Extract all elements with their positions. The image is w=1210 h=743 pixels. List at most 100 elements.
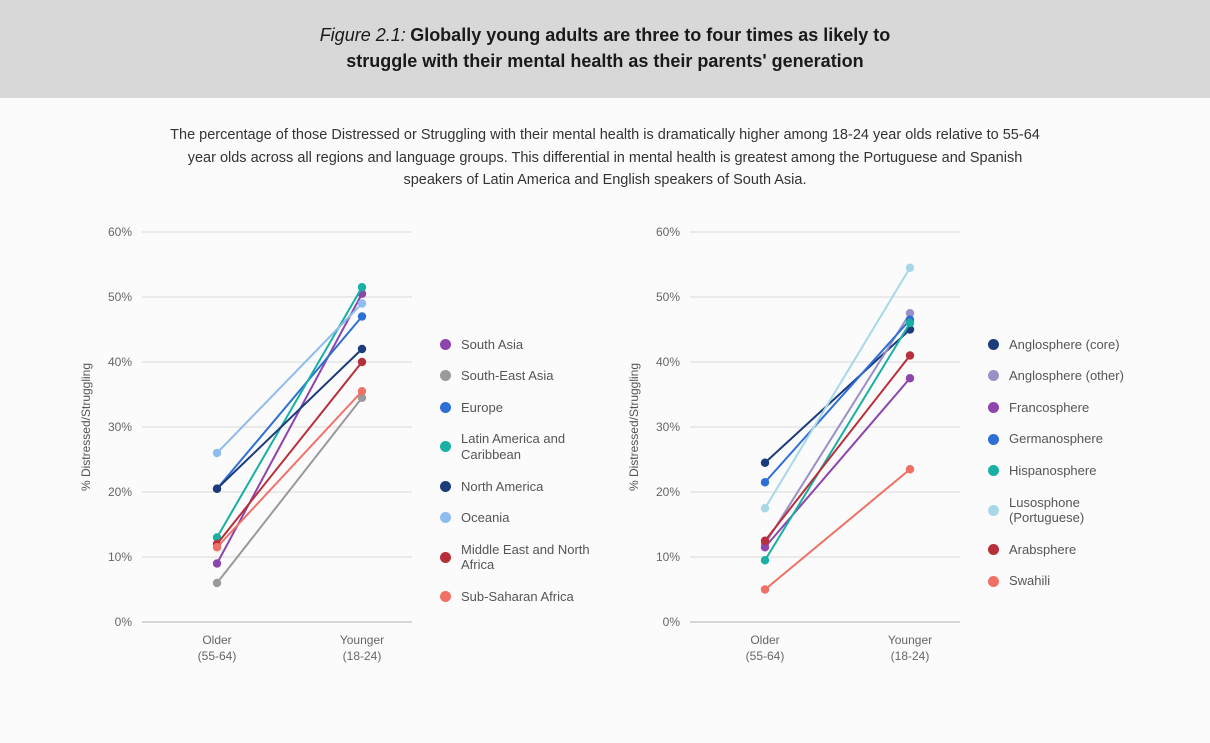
svg-text:(18-24): (18-24): [891, 649, 930, 663]
series-dot: [761, 458, 769, 466]
svg-text:Younger: Younger: [340, 633, 384, 647]
series-dot: [906, 465, 914, 473]
right-chart-block: 0%10%20%30%40%50%60%% Distressed/Struggl…: [610, 202, 1148, 682]
svg-text:10%: 10%: [656, 550, 680, 564]
series-dot: [906, 318, 914, 326]
svg-text:Older: Older: [750, 633, 779, 647]
series-dot: [358, 312, 366, 320]
svg-text:40%: 40%: [656, 355, 680, 369]
svg-text:50%: 50%: [656, 290, 680, 304]
legend-label: Latin America and Caribbean: [461, 431, 600, 462]
series-dot: [761, 556, 769, 564]
svg-text:50%: 50%: [108, 290, 132, 304]
svg-text:40%: 40%: [108, 355, 132, 369]
figure-title-line2: struggle with their mental health as the…: [346, 51, 863, 71]
legend-label: North America: [461, 479, 543, 495]
series-dot: [213, 559, 221, 567]
svg-text:(55-64): (55-64): [198, 649, 237, 663]
series-dot: [213, 578, 221, 586]
legend-dot-icon: [440, 512, 451, 523]
legend-label: Francosphere: [1009, 400, 1089, 416]
series-dot: [761, 536, 769, 544]
series-line: [217, 316, 362, 488]
legend-label: Lusosphone (Portuguese): [1009, 495, 1148, 526]
right-legend: Anglosphere (core) Anglosphere (other) Fra…: [980, 202, 1148, 589]
figure-title-line1: Globally young adults are three to four …: [410, 25, 890, 45]
series-dot: [358, 344, 366, 352]
legend-dot-icon: [988, 370, 999, 381]
legend-item: South Asia: [440, 337, 600, 353]
legend-label: Oceania: [461, 510, 509, 526]
svg-text:(55-64): (55-64): [746, 649, 785, 663]
figure-label: Figure 2.1:: [320, 25, 406, 45]
svg-text:Younger: Younger: [888, 633, 932, 647]
legend-dot-icon: [988, 402, 999, 413]
series-dot: [761, 585, 769, 593]
legend-label: Europe: [461, 400, 503, 416]
legend-label: Middle East and North Africa: [461, 542, 600, 573]
series-dot: [358, 283, 366, 291]
legend-item: Arabsphere: [988, 542, 1148, 558]
svg-text:20%: 20%: [656, 485, 680, 499]
series-dot: [358, 387, 366, 395]
legend-dot-icon: [440, 552, 451, 563]
legend-item: Sub-Saharan Africa: [440, 589, 600, 605]
svg-text:30%: 30%: [108, 420, 132, 434]
svg-text:10%: 10%: [108, 550, 132, 564]
series-dot: [358, 357, 366, 365]
series-dot: [761, 504, 769, 512]
legend-item: Swahili: [988, 573, 1148, 589]
svg-text:(18-24): (18-24): [343, 649, 382, 663]
legend-label: South Asia: [461, 337, 523, 353]
figure-subtitle: The percentage of those Distressed or St…: [170, 124, 1040, 191]
legend-item: Europe: [440, 400, 600, 416]
legend-item: Lusosphone (Portuguese): [988, 495, 1148, 526]
figure-container: Figure 2.1: Globally young adults are th…: [0, 0, 1210, 743]
charts-row: 0% 10% 20% 30% 40% 50% 60% % Distressed/Struggl…: [0, 202, 1210, 682]
svg-text:% Distressed/Struggling: % Distressed/Struggling: [79, 363, 93, 491]
legend-label: Anglosphere (core): [1009, 337, 1120, 353]
series-dot: [906, 374, 914, 382]
series-dot: [761, 478, 769, 486]
series-dot: [213, 484, 221, 492]
legend-label: Hispanosphere: [1009, 463, 1096, 479]
legend-item: Germanosphere: [988, 431, 1148, 447]
legend-label: Swahili: [1009, 573, 1050, 589]
legend-item: Anglosphere (core): [988, 337, 1148, 353]
svg-text:20%: 20%: [108, 485, 132, 499]
series-line: [765, 378, 910, 547]
svg-text:0%: 0%: [663, 615, 681, 629]
series-line: [217, 362, 362, 544]
series-line: [217, 391, 362, 547]
right-chart: 0%10%20%30%40%50%60%% Distressed/Struggl…: [610, 202, 980, 682]
legend-item: Middle East and North Africa: [440, 542, 600, 573]
legend-item: Hispanosphere: [988, 463, 1148, 479]
series-dot: [213, 448, 221, 456]
legend-item: North America: [440, 479, 600, 495]
legend-label: South-East Asia: [461, 368, 554, 384]
legend-dot-icon: [988, 434, 999, 445]
legend-dot-icon: [988, 465, 999, 476]
title-bar: Figure 2.1: Globally young adults are th…: [0, 0, 1210, 98]
left-legend: South Asia South-East Asia Europe Latin Ame…: [432, 202, 600, 605]
left-chart-block: 0%10%20%30%40%50%60%% Distressed/Struggl…: [62, 202, 600, 682]
legend-dot-icon: [440, 370, 451, 381]
svg-text:Older: Older: [202, 633, 231, 647]
legend-item: Francosphere: [988, 400, 1148, 416]
legend-dot-icon: [440, 481, 451, 492]
series-line: [765, 355, 910, 540]
legend-dot-icon: [440, 441, 451, 452]
legend-item: Latin America and Caribbean: [440, 431, 600, 462]
legend-dot-icon: [440, 591, 451, 602]
svg-text:% Distressed/Struggling: % Distressed/Struggling: [627, 363, 641, 491]
legend-label: Arabsphere: [1009, 542, 1076, 558]
series-line: [765, 469, 910, 589]
svg-text:30%: 30%: [656, 420, 680, 434]
legend-dot-icon: [988, 505, 999, 516]
legend-label: Anglosphere (other): [1009, 368, 1124, 384]
series-line: [217, 397, 362, 582]
svg-text:60%: 60%: [108, 225, 132, 239]
legend-dot-icon: [440, 402, 451, 413]
series-line: [765, 313, 910, 544]
series-line: [765, 267, 910, 508]
